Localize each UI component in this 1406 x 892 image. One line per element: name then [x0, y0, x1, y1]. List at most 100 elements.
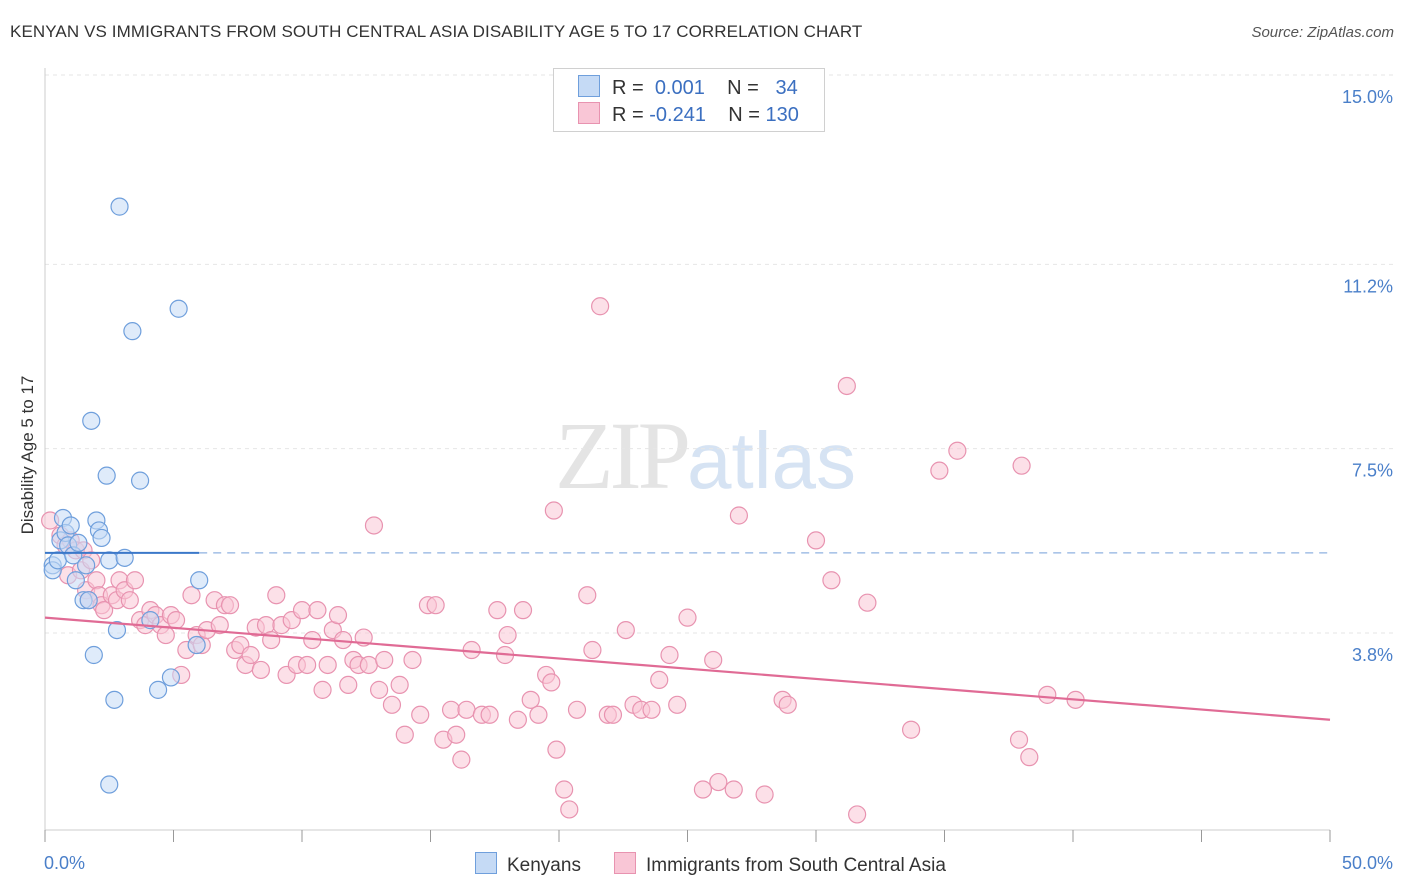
point-kenyans [66, 571, 85, 590]
legend-r-kenyans: 0.001 [654, 77, 705, 99]
point-kenyans [61, 516, 80, 535]
point-immigrants [724, 780, 743, 799]
point-immigrants [370, 680, 389, 699]
point-immigrants [328, 606, 348, 625]
y-axis-label: Disability Age 5 to 17 [18, 376, 37, 535]
source-label: Source: ZipAtlas.com [1251, 24, 1394, 41]
point-immigrants [930, 461, 949, 480]
point-immigrants [616, 620, 635, 640]
point-immigrants [488, 601, 507, 620]
legend-n-immigrants: 130 [765, 104, 799, 126]
point-immigrants [1020, 748, 1039, 767]
x-tick-label: 50.0% [1342, 853, 1393, 873]
point-immigrants [120, 591, 139, 610]
point-immigrants [560, 800, 579, 819]
point-kenyans [148, 680, 168, 699]
legend-r-immigrants: -0.241 [649, 104, 706, 126]
point-immigrants [837, 376, 856, 396]
point-immigrants [547, 740, 566, 759]
point-kenyans [161, 668, 181, 687]
point-immigrants [395, 725, 414, 744]
point-immigrants [578, 586, 597, 605]
point-immigrants [1012, 456, 1031, 475]
chart-title: KENYAN VS IMMIGRANTS FROM SOUTH CENTRAL … [10, 22, 863, 41]
point-immigrants [642, 700, 661, 719]
point-immigrants [583, 640, 602, 660]
point-immigrants [668, 695, 687, 714]
point-immigrants [1038, 685, 1057, 704]
bottom-legend-label-immigrants: Immigrants from South Central Asia [646, 855, 946, 876]
point-immigrants [426, 596, 445, 615]
point-immigrants [87, 571, 106, 590]
axes [44, 68, 1331, 842]
point-immigrants [313, 680, 332, 699]
point-immigrants [650, 670, 669, 690]
axis-labels: 3.8% 7.5% 11.2% 15.0% 0.0% 50.0% Disability Ag… [18, 87, 1393, 873]
point-immigrants [1009, 730, 1029, 749]
legend-r-label: R = [612, 77, 644, 99]
point-immigrants [441, 700, 461, 719]
legend-n-label: N = [728, 104, 760, 126]
data-points [41, 197, 1085, 824]
point-immigrants [308, 601, 327, 620]
point-immigrants [848, 805, 867, 824]
point-immigrants [709, 772, 728, 792]
point-immigrants [339, 675, 358, 694]
point-immigrants [411, 705, 430, 724]
legend-row-kenyans: R = 0.001 N = 34 [578, 75, 798, 103]
point-immigrants [241, 645, 260, 665]
point-kenyans [105, 690, 124, 709]
point-immigrants [220, 596, 240, 615]
bottom-legend-swatch-kenyans [475, 852, 497, 874]
point-immigrants [591, 297, 610, 316]
point-kenyans [130, 471, 150, 490]
trend-line-immigrants [44, 616, 1331, 721]
point-immigrants [156, 625, 175, 645]
point-kenyans [169, 299, 188, 318]
point-kenyans [187, 635, 206, 655]
point-kenyans [92, 528, 111, 548]
watermark-atlas: atlas [687, 416, 856, 505]
watermark: ZIPatlas [555, 400, 856, 511]
point-immigrants [390, 675, 409, 694]
legend-r-label: R = [612, 104, 644, 126]
point-immigrants [948, 441, 967, 460]
y-tick-label: 7.5% [1352, 461, 1393, 481]
point-immigrants [403, 650, 422, 670]
point-immigrants [359, 655, 378, 675]
point-immigrants [704, 650, 723, 670]
point-immigrants [521, 690, 540, 709]
point-immigrants [678, 608, 697, 627]
point-immigrants [567, 700, 587, 719]
point-immigrants [729, 506, 749, 525]
point-immigrants [778, 695, 797, 714]
point-immigrants [529, 705, 548, 724]
point-kenyans [48, 551, 67, 570]
point-immigrants [292, 601, 312, 620]
point-immigrants [364, 516, 384, 535]
point-immigrants [182, 586, 201, 605]
point-immigrants [125, 571, 145, 590]
bottom-legend-label-kenyans: Kenyans [507, 855, 581, 876]
point-immigrants [457, 700, 476, 719]
point-kenyans [100, 551, 119, 570]
point-immigrants [513, 601, 533, 620]
point-immigrants [508, 710, 527, 729]
point-immigrants [375, 650, 394, 670]
point-immigrants [95, 601, 114, 620]
point-kenyans [84, 645, 103, 665]
point-immigrants [452, 750, 471, 769]
point-immigrants [267, 586, 286, 605]
point-immigrants [542, 673, 561, 692]
point-immigrants [806, 531, 826, 550]
y-tick-label: 15.0% [1342, 87, 1393, 107]
point-immigrants [480, 705, 499, 724]
bottom-legend-swatch-immigrants [614, 852, 636, 874]
point-kenyans [79, 591, 98, 610]
point-immigrants [498, 625, 517, 645]
bottom-legend-immigrants: Immigrants from South Central Asia [614, 852, 946, 877]
point-immigrants [555, 780, 574, 799]
point-kenyans [77, 556, 96, 575]
bottom-legend-kenyans: Kenyans [475, 852, 581, 877]
point-immigrants [693, 780, 713, 799]
